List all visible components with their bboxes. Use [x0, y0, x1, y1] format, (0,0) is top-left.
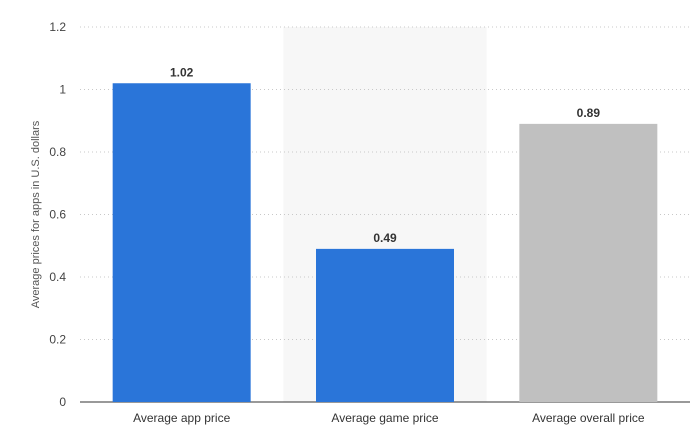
labels: 0 0.2 0.4 0.6 0.8 1 1.2 1.02 Average app price 0.… [49, 20, 645, 425]
bar[interactable] [316, 248, 454, 402]
y-tick-label: 1 [59, 83, 66, 97]
y-tick-label: 0.2 [49, 333, 66, 347]
y-tick-label: 0 [59, 395, 66, 409]
y-tick-label: 0.4 [49, 270, 66, 284]
y-tick-label: 0.8 [49, 145, 66, 159]
x-tick-label: Average game price [331, 411, 439, 425]
bar-value-label: 0.89 [577, 106, 601, 120]
bar[interactable] [112, 83, 251, 402]
y-tick-label: 1.2 [49, 20, 66, 34]
y-axis-title: Average prices for apps in U.S. dollars [30, 120, 42, 308]
x-tick-label: Average overall price [532, 411, 645, 425]
y-tick-label: 0.6 [49, 208, 66, 222]
x-tick-label: Average app price [133, 411, 231, 425]
bars [112, 83, 658, 402]
bar-value-label: 0.49 [373, 231, 397, 245]
bar[interactable] [519, 123, 658, 402]
bar-value-label: 1.02 [170, 65, 194, 79]
